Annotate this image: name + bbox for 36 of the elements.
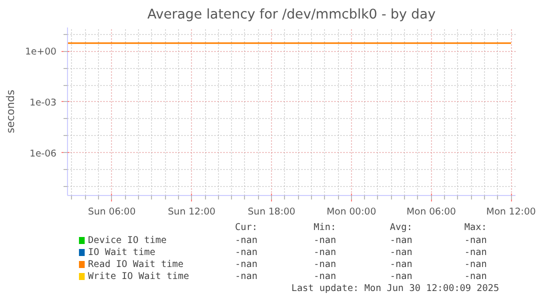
text: -nan bbox=[464, 247, 487, 258]
x-tick-label: Mon 00:00 bbox=[326, 206, 376, 218]
text: -nan bbox=[390, 247, 412, 258]
text: -nan bbox=[314, 247, 336, 258]
text: -nan bbox=[390, 259, 412, 270]
y-tick-label: 1e-03 bbox=[30, 97, 57, 108]
text: Cur: bbox=[235, 222, 258, 233]
text: -nan bbox=[464, 271, 487, 282]
text: -nan bbox=[390, 235, 412, 246]
x-tick-label: Sun 06:00 bbox=[88, 206, 136, 218]
x-tick-label: Mon 12:00 bbox=[486, 206, 536, 218]
y-tick-label: 1e+00 bbox=[25, 46, 57, 58]
x-tick-label: Mon 06:00 bbox=[406, 206, 456, 218]
chart-title: Average latency for /dev/mmcblk0 - by day bbox=[147, 8, 436, 22]
text: Max: bbox=[464, 222, 487, 233]
legend-label: IO Wait time bbox=[88, 247, 156, 258]
text: -nan bbox=[314, 271, 336, 282]
text: -nan bbox=[390, 271, 412, 282]
text: -nan bbox=[314, 259, 336, 270]
y-tick-label: 1e-06 bbox=[30, 148, 57, 160]
x-tick-label: Sun 12:00 bbox=[168, 206, 216, 218]
text: -nan bbox=[235, 247, 258, 258]
legend-label: Device IO time bbox=[88, 235, 167, 246]
text: -nan bbox=[235, 235, 258, 246]
x-tick-label: Sun 18:00 bbox=[248, 206, 296, 218]
text: -nan bbox=[464, 235, 487, 246]
text: Last update: Mon Jun 30 12:00:09 2025 bbox=[291, 283, 500, 294]
text: Avg: bbox=[390, 222, 412, 233]
legend-label: Write IO Wait time bbox=[88, 271, 190, 282]
text: -nan bbox=[464, 259, 487, 270]
text: Min: bbox=[314, 222, 336, 233]
text: -nan bbox=[235, 259, 258, 270]
text: -nan bbox=[235, 271, 258, 282]
y-axis-title: seconds bbox=[4, 89, 18, 134]
text: -nan bbox=[314, 235, 336, 246]
legend-label: Read IO Wait time bbox=[88, 259, 184, 270]
